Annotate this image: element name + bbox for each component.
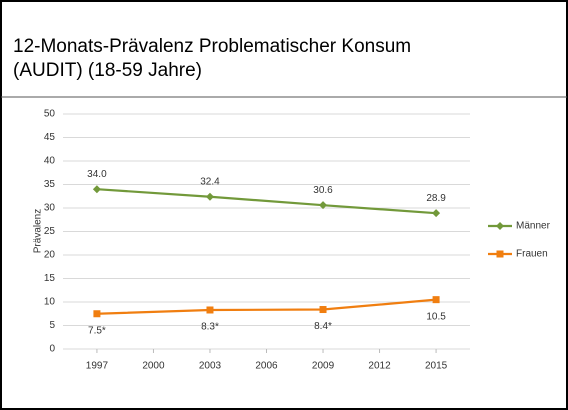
y-tick-label: 50 bbox=[44, 109, 56, 120]
x-tick-label: 2003 bbox=[199, 361, 222, 372]
data-label: 30.6 bbox=[313, 185, 333, 196]
marker bbox=[92, 185, 101, 194]
y-tick-label: 15 bbox=[44, 273, 56, 284]
marker bbox=[93, 310, 101, 318]
y-tick-label: 10 bbox=[44, 297, 56, 308]
x-tick-label: 1997 bbox=[86, 361, 109, 372]
legend-marker bbox=[496, 250, 504, 258]
marker bbox=[206, 306, 214, 314]
legend-marker bbox=[496, 222, 504, 230]
chart-title: (AUDIT) (18-59 Jahre) bbox=[13, 60, 202, 81]
data-label: 32.4 bbox=[200, 176, 220, 187]
data-label: 10.5 bbox=[426, 311, 446, 322]
marker bbox=[205, 192, 214, 201]
series-line bbox=[96, 298, 437, 315]
data-label: 34.0 bbox=[87, 169, 107, 180]
y-tick-label: 0 bbox=[49, 344, 55, 355]
y-tick-label: 5 bbox=[49, 320, 55, 331]
y-tick-label: 40 bbox=[44, 156, 56, 167]
y-axis-label: Prävalenz bbox=[33, 209, 44, 253]
marker bbox=[319, 201, 328, 210]
y-tick-label: 35 bbox=[44, 179, 56, 190]
y-tick-label: 20 bbox=[44, 250, 56, 261]
marker bbox=[432, 296, 440, 304]
y-tick-label: 45 bbox=[44, 132, 56, 143]
data-label: 28.9 bbox=[426, 193, 446, 204]
x-tick-label: 2006 bbox=[255, 361, 278, 372]
chart-title: 12-Monats-Prävalenz Problematischer Kons… bbox=[13, 36, 411, 57]
series-line bbox=[96, 188, 437, 215]
marker bbox=[319, 306, 327, 314]
data-label: 7.5* bbox=[88, 325, 106, 336]
x-tick-label: 2015 bbox=[425, 361, 448, 372]
x-tick-label: 2009 bbox=[312, 361, 335, 372]
x-tick-label: 2000 bbox=[142, 361, 165, 372]
marker bbox=[432, 209, 441, 218]
x-tick-label: 2012 bbox=[368, 361, 391, 372]
legend-label: Männer bbox=[516, 221, 551, 232]
data-label: 8.4* bbox=[314, 321, 332, 332]
legend-label: Frauen bbox=[516, 249, 548, 260]
y-tick-label: 30 bbox=[44, 203, 56, 214]
y-tick-label: 25 bbox=[44, 226, 56, 237]
data-label: 8.3* bbox=[201, 322, 219, 333]
